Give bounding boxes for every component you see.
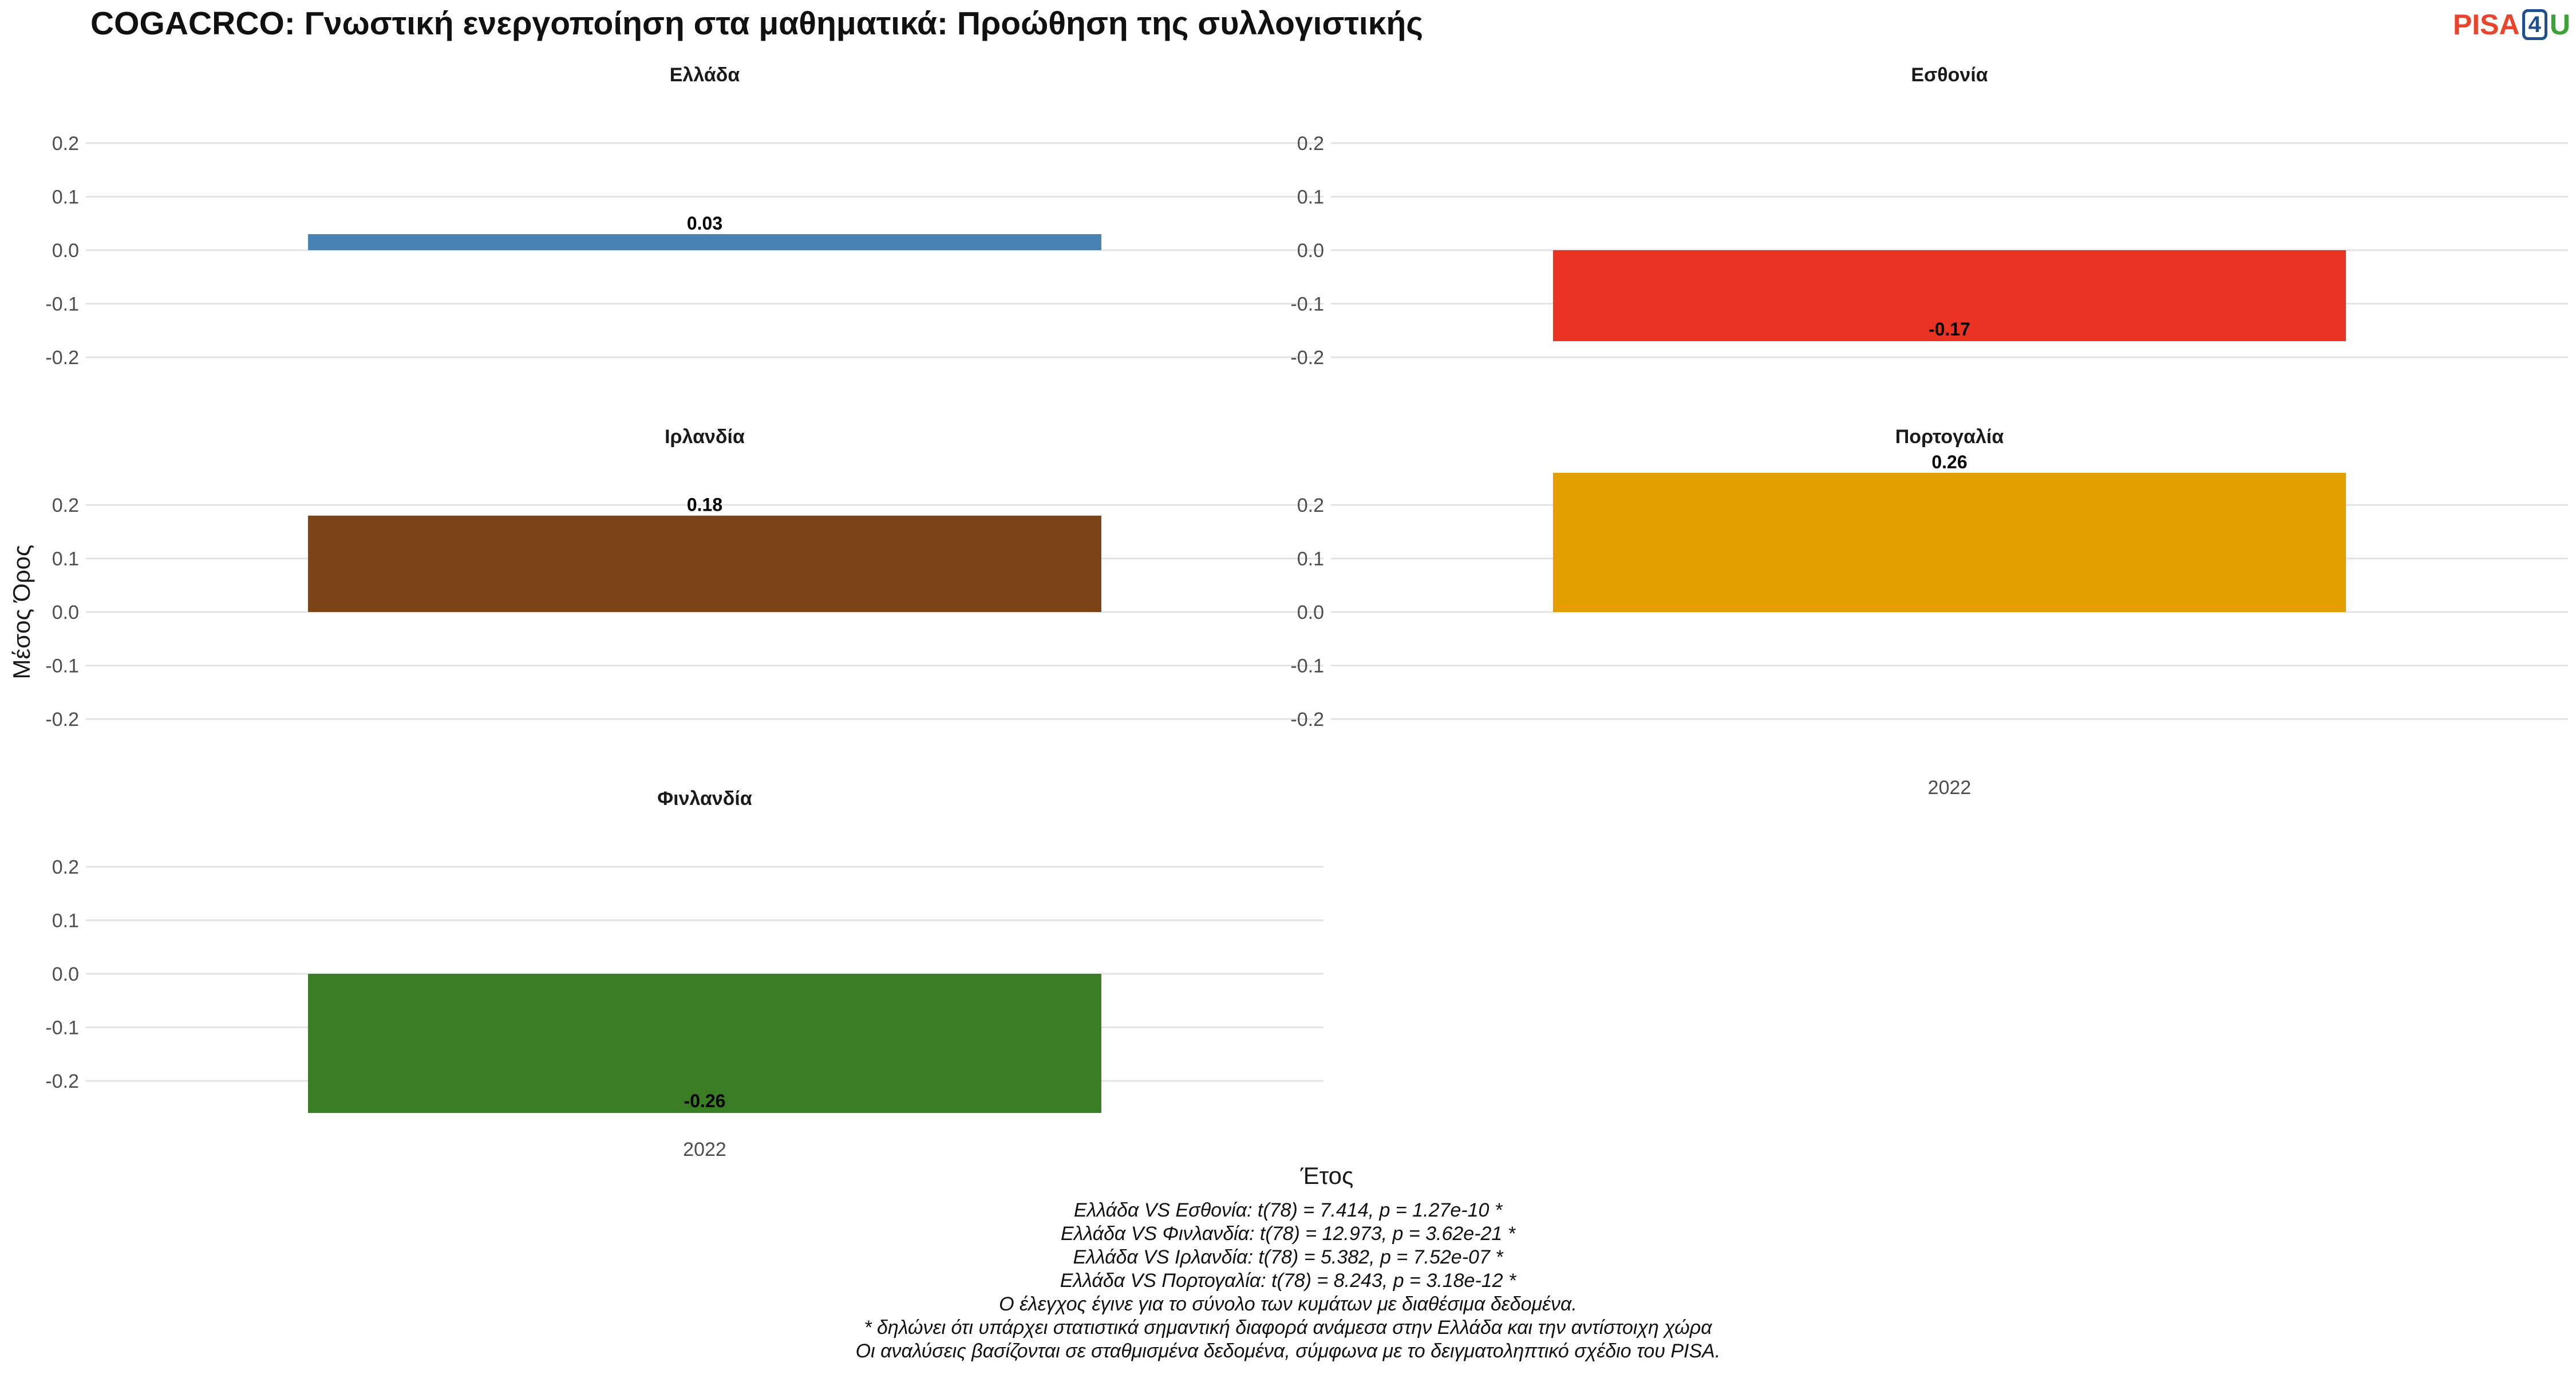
- y-tick-label: 0.2: [52, 495, 79, 516]
- y-tick-label: 0.2: [52, 133, 79, 155]
- y-tick-label: 0.0: [52, 964, 79, 985]
- y-tick-label: 0.1: [1297, 187, 1324, 208]
- y-tick-label: 0.1: [1297, 548, 1324, 570]
- facet-3-value-label: 0.26: [1931, 452, 1967, 472]
- y-tick-label: -0.2: [45, 1071, 79, 1092]
- footnote-line: * δηλώνει ότι υπάρχει στατιστικά σημαντι…: [864, 1317, 1712, 1339]
- y-tick-label: 0.1: [52, 548, 79, 570]
- y-tick-label: -0.1: [45, 294, 79, 315]
- x-tick-label: 2022: [1928, 777, 1971, 799]
- chart-title: COGACRCO: Γνωστική ενεργοποίηση στα μαθη…: [90, 5, 1423, 42]
- y-tick-label: -0.1: [1290, 656, 1324, 677]
- y-tick-label: -0.1: [1290, 294, 1324, 315]
- y-tick-label: -0.2: [1290, 347, 1324, 369]
- facet-4-value-label: -0.26: [684, 1091, 726, 1111]
- facet-2-bar: [308, 515, 1101, 612]
- facet-1-strip-title: Εσθονία: [1911, 64, 1988, 86]
- facet-1-bar: [1552, 250, 2346, 341]
- y-tick-label: 0.2: [1297, 495, 1324, 516]
- y-tick-label: 0.0: [52, 602, 79, 623]
- facet-1-value-label: -0.17: [1929, 319, 1970, 339]
- footnote-line: Ελλάδα VS Ιρλανδία: t(78) = 5.382, p = 7…: [1073, 1246, 1503, 1268]
- y-tick-label: 0.2: [1297, 133, 1324, 155]
- logo-u-text: U: [2549, 9, 2570, 41]
- y-tick-label: -0.2: [1290, 709, 1324, 731]
- x-axis-title: Έτος: [1300, 1162, 1354, 1189]
- y-tick-label: 0.1: [52, 187, 79, 208]
- facet-2-strip-title: Ιρλανδία: [665, 426, 745, 448]
- facet-4-strip-title: Φινλανδία: [657, 788, 752, 810]
- y-tick-label: -0.2: [45, 709, 79, 731]
- footnote-line: Ελλάδα VS Πορτογαλία: t(78) = 8.243, p =…: [1060, 1270, 1516, 1292]
- pisa4u-logo: PISA 4 U: [2453, 8, 2570, 41]
- y-tick-label: -0.1: [45, 656, 79, 677]
- facet-3-strip-title: Πορτογαλία: [1895, 426, 2004, 448]
- facet-0-bar: [308, 234, 1101, 250]
- footnote-line: Ο έλεγχος έγινε για το σύνολο των κυμάτω…: [999, 1293, 1577, 1315]
- facet-0-strip-title: Ελλάδα: [670, 64, 740, 86]
- y-tick-label: 0.0: [1297, 602, 1324, 623]
- footnote-line: Οι αναλύσεις βασίζονται σε σταθμισμένα δ…: [855, 1340, 1721, 1362]
- logo-four-box: 4: [2522, 9, 2547, 40]
- y-tick-label: -0.1: [45, 1017, 79, 1039]
- y-tick-label: -0.2: [45, 347, 79, 369]
- y-tick-label: 0.2: [52, 856, 79, 878]
- facet-0-value-label: 0.03: [687, 213, 722, 234]
- facet-3-bar: [1552, 472, 2346, 612]
- facet-4-bar: [308, 974, 1101, 1114]
- y-tick-label: 0.1: [52, 910, 79, 932]
- x-tick-label: 2022: [683, 1139, 726, 1160]
- footnotes: Ελλάδα VS Εσθονία: t(78) = 7.414, p = 1.…: [0, 1199, 2576, 1363]
- y-tick-label: 0.0: [1297, 240, 1324, 262]
- facet-2-value-label: 0.18: [687, 495, 722, 515]
- logo-pisa-text: PISA: [2452, 9, 2520, 41]
- y-axis-title: Μέσος Όρος: [8, 545, 35, 680]
- y-tick-label: 0.0: [52, 240, 79, 262]
- footnote-line: Ελλάδα VS Εσθονία: t(78) = 7.414, p = 1.…: [1073, 1199, 1503, 1221]
- footnote-line: Ελλάδα VS Φινλανδία: t(78) = 12.973, p =…: [1060, 1223, 1516, 1245]
